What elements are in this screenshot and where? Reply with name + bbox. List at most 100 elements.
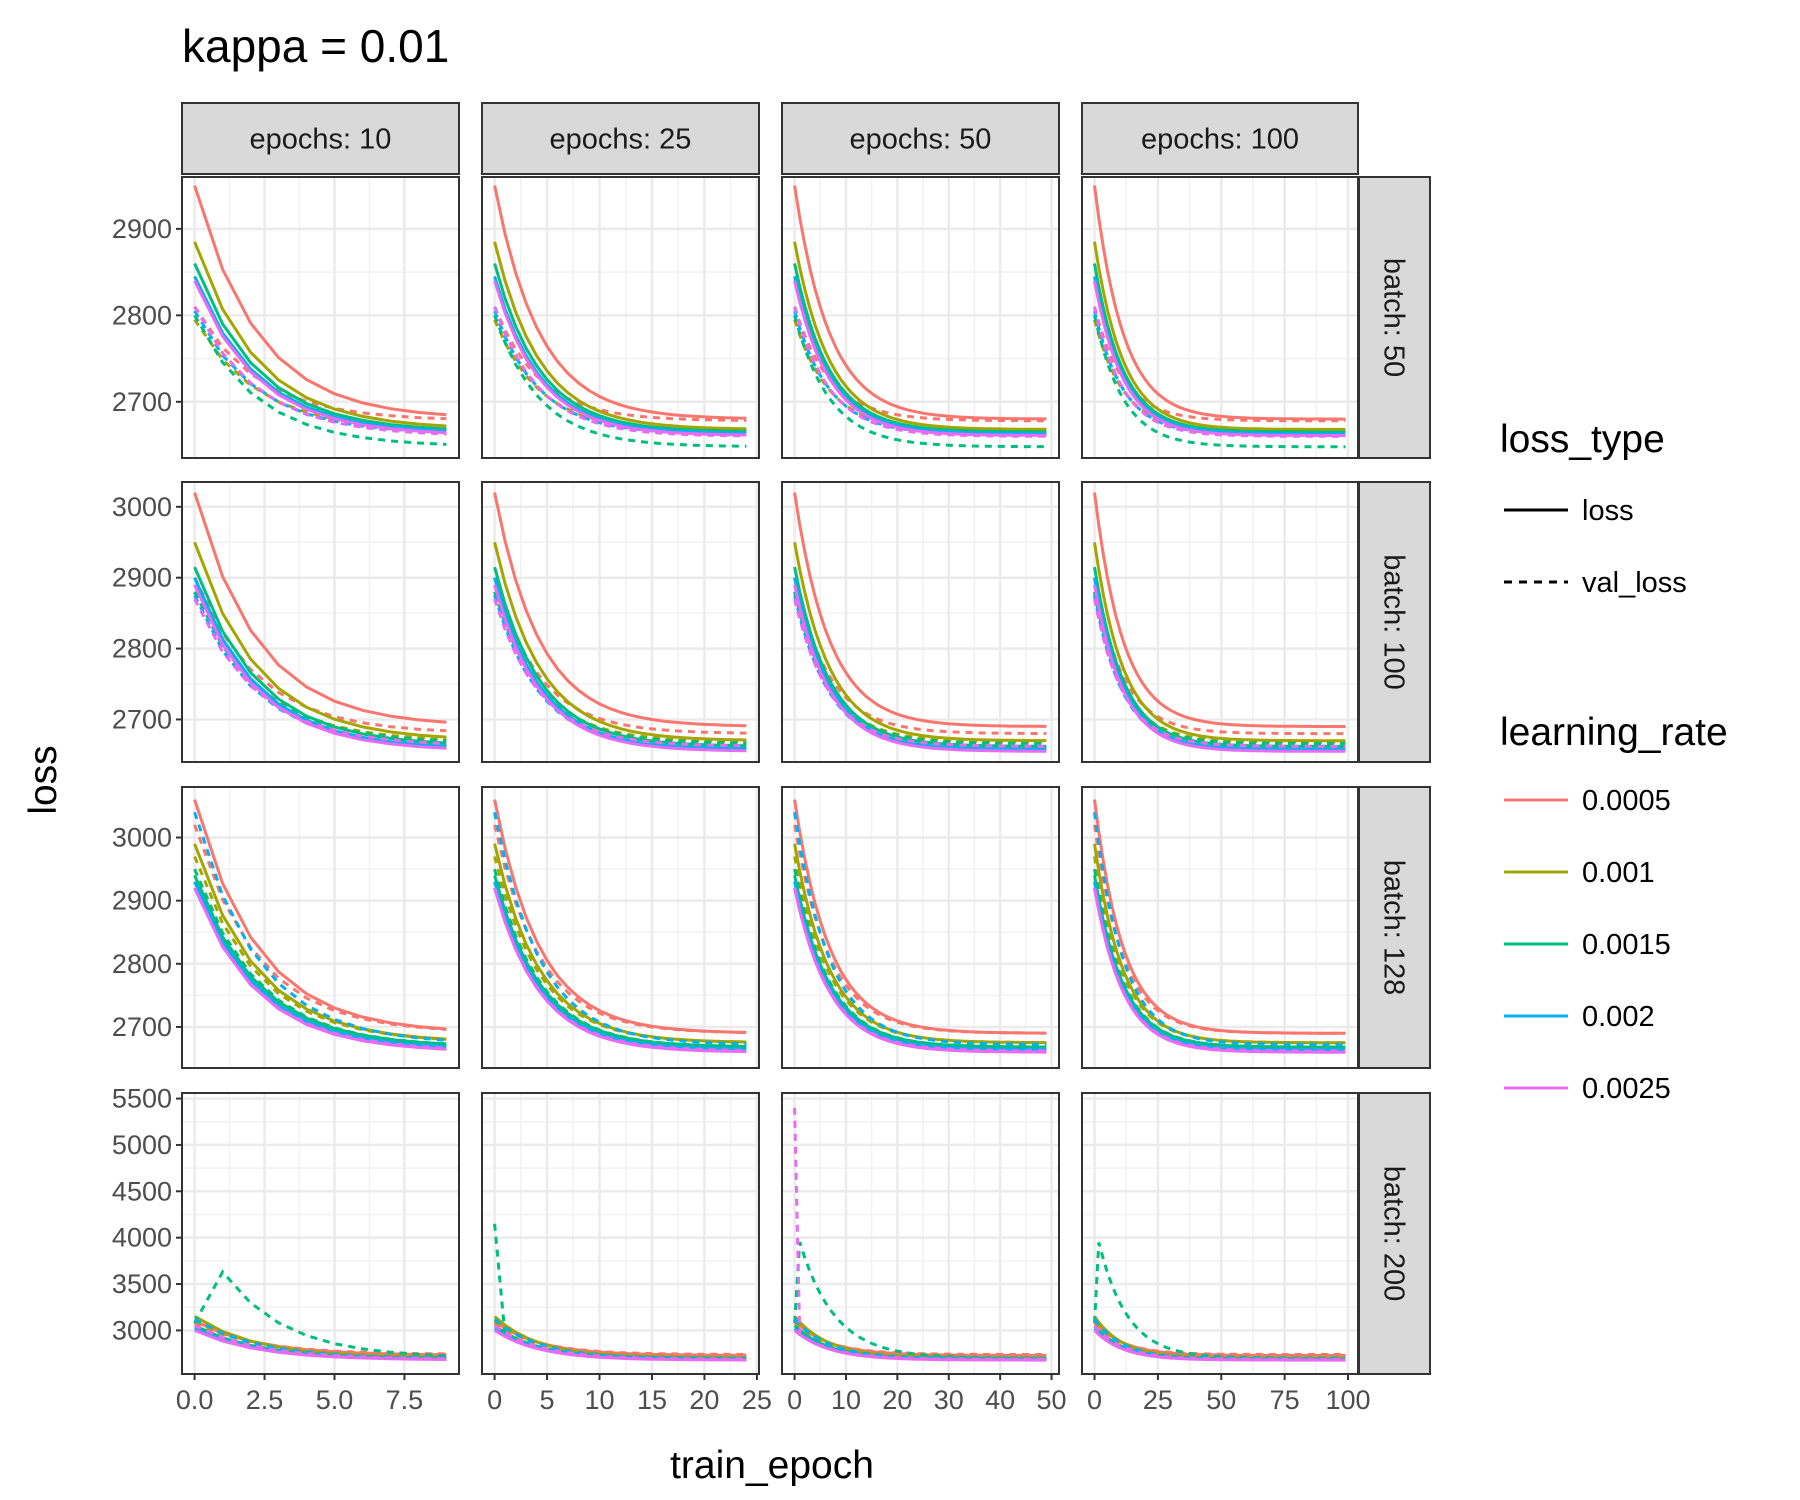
series-line-0.0005-val_loss bbox=[493, 577, 747, 735]
col-strip: epochs: 50 bbox=[781, 102, 1060, 175]
x-tick-label: 20 bbox=[882, 1385, 912, 1415]
panel-border bbox=[181, 481, 460, 763]
series-line-0.002-loss bbox=[193, 275, 447, 433]
series-line-0.0005-val_loss bbox=[793, 1321, 1047, 1356]
series-line-0.0025-val_loss bbox=[193, 598, 447, 746]
panel-r3-c1: 0 5 10 15 20 25 bbox=[481, 1092, 772, 1415]
panel-background bbox=[1082, 787, 1358, 1068]
col-strip: epochs: 100 bbox=[1081, 102, 1359, 175]
series-line-0.0025-loss bbox=[793, 584, 1047, 753]
series-lines bbox=[193, 185, 447, 446]
row-strip: batch: 100 bbox=[1358, 481, 1431, 763]
panel-r2-c1 bbox=[481, 786, 760, 1069]
y-tick-label: 2700 bbox=[112, 1012, 172, 1042]
col-strip-label: epochs: 10 bbox=[250, 124, 392, 156]
col-strip-label: epochs: 50 bbox=[850, 124, 992, 156]
panel-background bbox=[182, 1093, 459, 1374]
grid-lines bbox=[782, 1093, 1059, 1374]
series-lines bbox=[1093, 492, 1346, 753]
panel-r0-c2 bbox=[781, 176, 1060, 459]
series-line-0.0005-loss bbox=[1093, 492, 1346, 728]
panel-border bbox=[481, 176, 760, 459]
x-tick-label: 2.5 bbox=[246, 1385, 284, 1415]
panel-border bbox=[481, 1092, 760, 1375]
series-line-0.0025-val_loss bbox=[193, 887, 447, 1050]
series-lines bbox=[493, 799, 747, 1054]
y-tick-label: 2700 bbox=[112, 704, 172, 734]
legend-label: loss bbox=[1582, 495, 1634, 527]
panel-border bbox=[181, 786, 460, 1069]
series-lines bbox=[793, 492, 1047, 753]
panel-background bbox=[482, 177, 759, 458]
legend-label: 0.002 bbox=[1582, 1001, 1655, 1033]
x-tick-label: 7.5 bbox=[386, 1385, 424, 1415]
grid-lines bbox=[1082, 177, 1358, 458]
panel-background bbox=[782, 787, 1059, 1068]
x-tick-label: 5 bbox=[540, 1385, 555, 1415]
series-line-0.0025-loss bbox=[493, 280, 747, 437]
series-line-0.0015-val_loss bbox=[1093, 591, 1346, 745]
series-line-0.0025-val_loss bbox=[793, 1107, 1047, 1361]
y-tick-label: 3000 bbox=[112, 492, 172, 522]
series-line-0.001-val_loss bbox=[193, 855, 447, 1041]
series-line-0.001-loss bbox=[193, 541, 447, 739]
panel-border bbox=[481, 786, 760, 1069]
x-tick-label: 50 bbox=[1206, 1385, 1236, 1415]
series-line-0.0015-val_loss bbox=[1093, 868, 1346, 1049]
series-line-0.0025-val_loss bbox=[1093, 598, 1346, 748]
x-tick-label: 5.0 bbox=[316, 1385, 354, 1415]
panel-border bbox=[781, 176, 1060, 459]
series-line-0.002-val_loss bbox=[1093, 812, 1346, 1047]
y-tick-label: 5500 bbox=[112, 1084, 172, 1114]
y-tick-label: 2900 bbox=[112, 214, 172, 244]
series-line-0.0015-val_loss bbox=[1093, 1242, 1346, 1360]
legend-label: val_loss bbox=[1582, 567, 1687, 599]
series-line-0.0025-val_loss bbox=[493, 306, 747, 438]
row-strip-label: batch: 100 bbox=[1378, 554, 1410, 689]
col-strip-label: epochs: 100 bbox=[1141, 124, 1299, 156]
series-line-0.001-loss bbox=[193, 241, 447, 428]
series-lines bbox=[1093, 185, 1346, 449]
grid-lines bbox=[482, 177, 759, 458]
x-tick-label: 15 bbox=[637, 1385, 667, 1415]
series-line-0.0005-loss bbox=[493, 492, 747, 728]
panel-background bbox=[482, 1093, 759, 1374]
x-tick-label: 30 bbox=[934, 1385, 964, 1415]
series-line-0.0015-val_loss bbox=[793, 868, 1047, 1049]
series-lines bbox=[193, 492, 447, 750]
series-line-0.0015-val_loss bbox=[1093, 314, 1346, 449]
x-tick-label: 50 bbox=[1037, 1385, 1067, 1415]
grid-lines bbox=[782, 482, 1059, 762]
series-line-0.0025-val_loss bbox=[1093, 887, 1346, 1053]
y-tick-label: 2900 bbox=[112, 563, 172, 593]
y-axis-title: loss bbox=[22, 745, 65, 814]
series-line-0.0025-val_loss bbox=[793, 887, 1047, 1053]
series-line-0.0005-val_loss bbox=[1093, 577, 1346, 736]
series-line-0.0015-loss bbox=[1093, 263, 1346, 434]
series-line-0.0005-val_loss bbox=[493, 1321, 747, 1356]
row-strip: batch: 50 bbox=[1358, 176, 1431, 459]
series-line-0.0015-val_loss bbox=[493, 868, 747, 1048]
panel-background bbox=[482, 787, 759, 1068]
series-lines bbox=[193, 1269, 447, 1361]
series-line-0.0025-val_loss bbox=[1093, 1324, 1346, 1361]
x-tick-label: 20 bbox=[689, 1385, 719, 1415]
series-line-0.0005-val_loss bbox=[193, 577, 447, 733]
series-line-0.0015-loss bbox=[493, 566, 747, 748]
series-line-0.0025-val_loss bbox=[793, 598, 1047, 748]
panel-background bbox=[182, 177, 459, 458]
series-line-0.0015-val_loss bbox=[493, 314, 747, 448]
panel-border bbox=[181, 176, 460, 459]
legend-title-learning-rate: learning_rate bbox=[1500, 711, 1728, 754]
panel-background bbox=[782, 1093, 1059, 1374]
y-tick-label: 4000 bbox=[112, 1223, 172, 1253]
panel-r0-c0: 2700 2800 2900 bbox=[112, 176, 460, 459]
panel-background bbox=[1082, 177, 1358, 458]
series-line-0.002-val_loss bbox=[493, 811, 747, 1046]
panel-background bbox=[1082, 1093, 1358, 1374]
y-tick-label: 2900 bbox=[112, 886, 172, 916]
series-line-0.0005-val_loss bbox=[1093, 306, 1346, 423]
series-line-0.0025-val_loss bbox=[1093, 306, 1346, 438]
panel-background bbox=[182, 787, 459, 1068]
